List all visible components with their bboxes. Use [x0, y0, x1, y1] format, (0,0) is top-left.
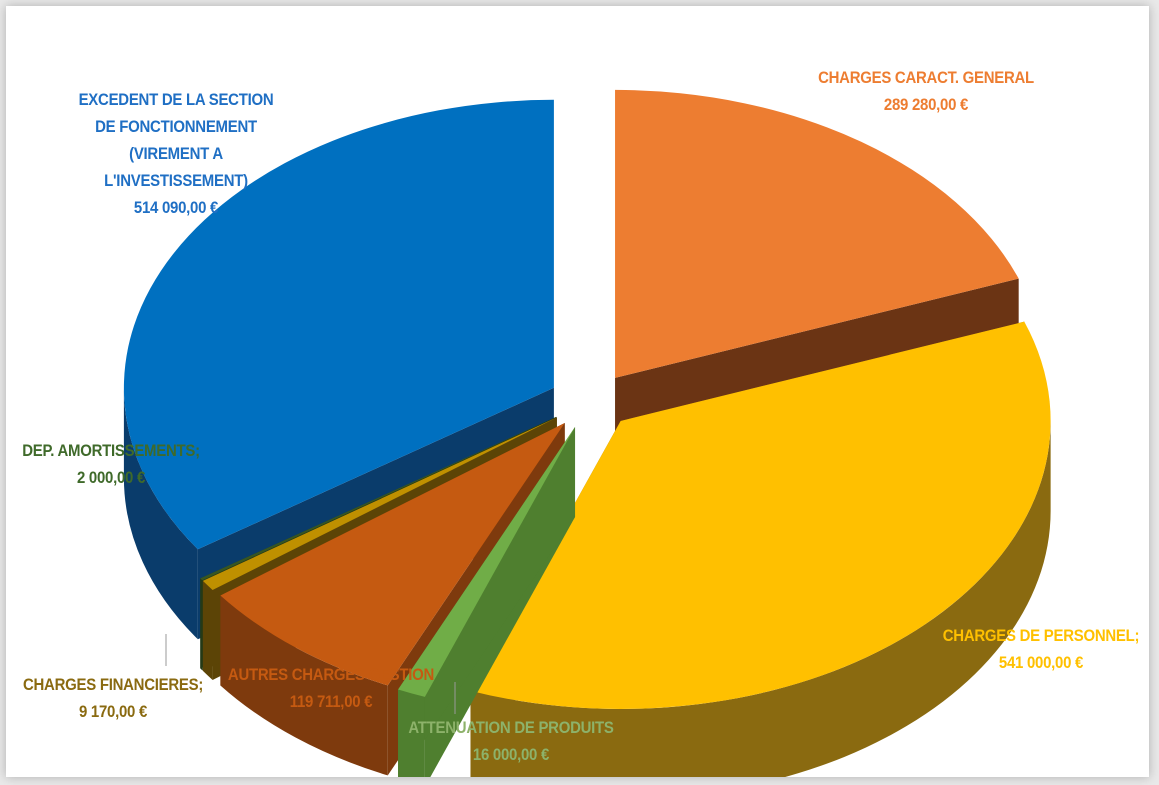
label-charges-financieres: CHARGES FINANCIERES; 9 170,00 € [7, 671, 218, 725]
chart-frame: CHARGES CARACT. GENERAL 289 280,00 € CHA… [6, 6, 1149, 777]
label-value: 289 280,00 € [883, 95, 969, 114]
leader-lines [165, 634, 456, 714]
label-value: 541 000,00 € [998, 653, 1084, 672]
label-value: 514 090,00 € [133, 198, 219, 217]
label-value: 119 711,00 € [289, 692, 373, 711]
label-name: CHARGES DE PERSONNEL; [942, 626, 1140, 645]
label-value: 16 000,00 € [472, 745, 550, 764]
label-name: CHARGES CARACT. GENERAL [818, 68, 1034, 87]
slice-attenuation-de-produits [398, 427, 576, 777]
label-autres-charges-gestion: AUTRES CHARGES GESTION 119 711,00 € [217, 661, 446, 715]
label-name: CHARGES FINANCIERES; [22, 675, 204, 694]
label-value: 2 000,00 € [76, 468, 146, 487]
label-name: AUTRES CHARGES GESTION [227, 665, 435, 684]
label-charges-caract-general: CHARGES CARACT. GENERAL 289 280,00 € [794, 64, 1058, 118]
label-charges-personnel: CHARGES DE PERSONNEL; 541 000,00 € [927, 622, 1149, 676]
label-name: EXCEDENT DE LA SECTION DE FONCTIONNEMENT… [78, 90, 274, 190]
label-excedent-section: EXCEDENT DE LA SECTION DE FONCTIONNEMENT… [62, 86, 291, 221]
label-dep-amortissements: DEP. AMORTISSEMENTS; 2 000,00 € [14, 437, 208, 491]
label-name: DEP. AMORTISSEMENTS; [22, 441, 200, 460]
pie-chart [123, 89, 1051, 777]
label-name: ATTENUATION DE PRODUITS [408, 718, 614, 737]
slice-charges-de-personnel [470, 321, 1051, 777]
label-attenuation-produits: ATTENUATION DE PRODUITS 16 000,00 € [379, 714, 643, 768]
label-value: 9 170,00 € [78, 702, 148, 721]
